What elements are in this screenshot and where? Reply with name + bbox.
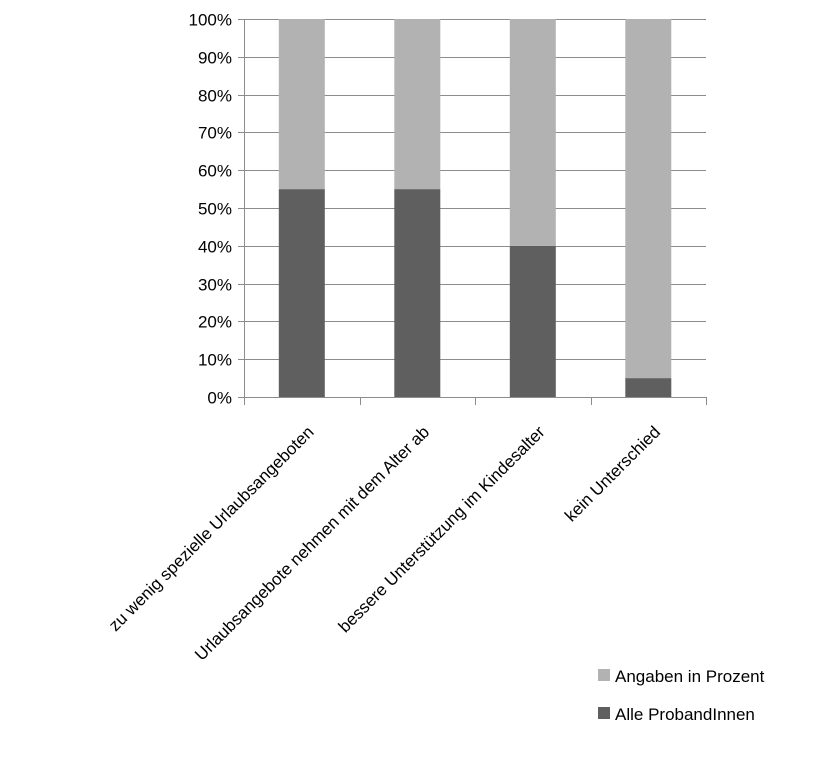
legend-swatch bbox=[598, 669, 610, 681]
bar-segment-angaben-in-prozent bbox=[394, 19, 441, 190]
y-tick-label: 10% bbox=[198, 351, 232, 370]
x-tick-label: zu wenig spezielle Urlaubsangeboten bbox=[105, 422, 318, 635]
bar-segment-alle-probandinnen bbox=[509, 245, 556, 397]
y-tick-label: 60% bbox=[198, 162, 232, 181]
legend: Angaben in Prozent Alle ProbandInnen bbox=[598, 667, 765, 724]
y-axis-ticks bbox=[238, 19, 244, 398]
bar-segment-angaben-in-prozent bbox=[625, 19, 672, 379]
x-tick-label: Urlaubsangebote nehmen mit dem Alter ab bbox=[191, 422, 433, 664]
bar-segment-alle-probandinnen bbox=[625, 378, 672, 397]
x-tick-label: kein Unterschied bbox=[561, 422, 664, 525]
y-tick-label: 30% bbox=[198, 276, 232, 295]
y-tick-label: 50% bbox=[198, 200, 232, 219]
axes bbox=[244, 19, 707, 405]
y-axis-labels: 0% 10% 20% 30% 40% 50% 60% 70% 80% 90% 100% bbox=[189, 11, 232, 408]
bar-segment-angaben-in-prozent bbox=[509, 19, 556, 246]
bar-segment-alle-probandinnen bbox=[278, 189, 325, 397]
x-axis-labels: zu wenig spezielle UrlaubsangebotenUrlau… bbox=[105, 422, 664, 664]
y-tick-label: 70% bbox=[198, 124, 232, 143]
y-tick-label: 20% bbox=[198, 313, 232, 332]
y-tick-label: 90% bbox=[198, 49, 232, 68]
y-tick-label: 0% bbox=[207, 389, 232, 408]
legend-swatch bbox=[598, 707, 610, 719]
x-tick-label: bessere Unterstützung im Kindesalter bbox=[335, 422, 549, 636]
y-tick-label: 80% bbox=[198, 87, 232, 106]
legend-label: Alle ProbandInnen bbox=[615, 705, 755, 724]
bar-segment-angaben-in-prozent bbox=[278, 19, 325, 190]
legend-label: Angaben in Prozent bbox=[615, 667, 765, 686]
y-tick-label: 40% bbox=[198, 238, 232, 257]
bars bbox=[278, 19, 672, 397]
bar-segment-alle-probandinnen bbox=[394, 189, 441, 397]
y-tick-label: 100% bbox=[189, 11, 232, 30]
